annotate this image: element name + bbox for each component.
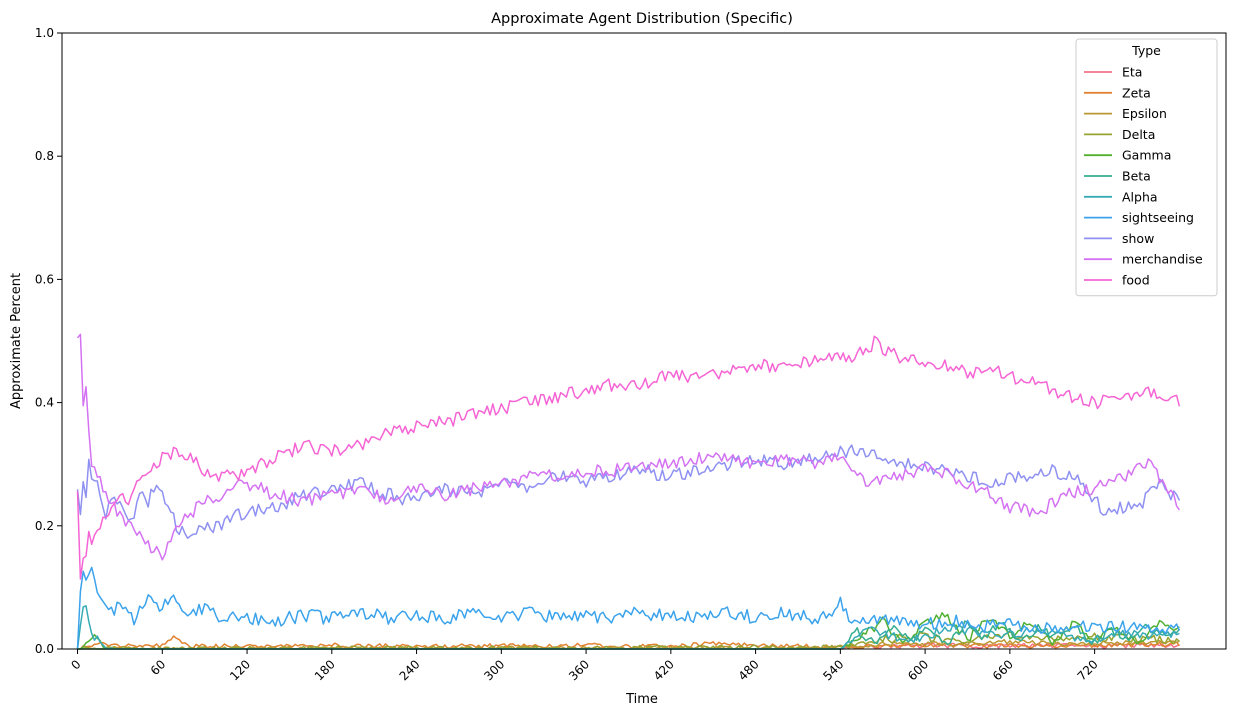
y-tick-label: 1.0 (35, 26, 54, 40)
legend-box (1075, 38, 1218, 297)
y-tick-label: 0.4 (35, 396, 54, 410)
series-line-show (76, 444, 1181, 539)
y-tick-label: 0.6 (35, 272, 54, 286)
x-tick-label: 120 (227, 657, 253, 683)
legend-entry-zeta: Zeta (1122, 85, 1151, 100)
legend-entry-alpha: Alpha (1122, 189, 1158, 204)
legend-entry-epsilon: Epsilon (1122, 106, 1167, 121)
series-line-merchandise (76, 333, 1181, 561)
plot-area (62, 33, 1226, 649)
x-tick-label: 0 (68, 657, 83, 672)
y-tick-label: 0.2 (35, 519, 54, 533)
chart-title: Approximate Agent Distribution (Specific… (491, 11, 793, 27)
y-tick-label: 0.8 (35, 149, 54, 163)
x-tick-label: 720 (1075, 657, 1101, 683)
x-tick-label: 480 (736, 657, 762, 683)
x-tick-label: 540 (820, 657, 846, 683)
legend-entry-sightseeing: sightseeing (1122, 210, 1194, 225)
plot-frame (61, 32, 1227, 650)
series-line-sightseeing (76, 566, 1181, 650)
legend-entry-show: show (1122, 231, 1154, 246)
legend-entry-beta: Beta (1122, 169, 1151, 184)
x-tick-label: 420 (651, 657, 677, 683)
legend-entry-gamma: Gamma (1122, 148, 1171, 163)
x-tick-label: 600 (905, 657, 931, 683)
x-tick-label: 660 (990, 657, 1016, 683)
y-tick-label: 0.0 (35, 642, 54, 656)
x-axis-label: Time (625, 692, 658, 707)
x-tick-label: 300 (481, 657, 507, 683)
legend-title: Type (1131, 43, 1161, 58)
legend-entry-delta: Delta (1122, 127, 1155, 142)
x-tick-label: 360 (566, 657, 592, 683)
y-axis-label: Approximate Percent (9, 273, 24, 409)
x-tick-label: 180 (312, 657, 338, 683)
legend: Type Eta Zeta Epsilon Delta Gamma Beta Alpha sig… (1075, 38, 1218, 297)
legend-entry-eta: Eta (1122, 65, 1142, 80)
x-tick-label: 60 (148, 657, 169, 678)
series-line-zeta (77, 635, 1181, 650)
series-line-food (76, 335, 1181, 580)
x-tick-label: 240 (397, 657, 423, 683)
legend-entry-food: food (1122, 273, 1150, 288)
legend-entry-merchandise: merchandise (1122, 252, 1203, 267)
